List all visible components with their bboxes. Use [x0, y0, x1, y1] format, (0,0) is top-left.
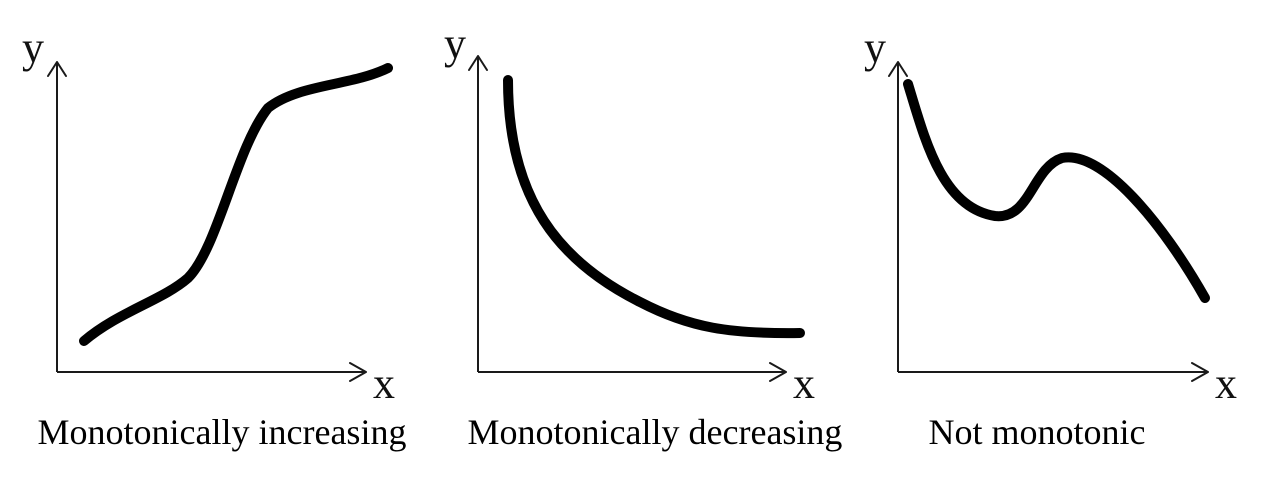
x-axis-arrow-icon	[1191, 362, 1209, 382]
x-axis-arrow-icon	[769, 362, 787, 382]
caption-not-monotonic: Not monotonic	[929, 412, 1146, 452]
y-axis-arrow-icon	[888, 61, 908, 77]
caption-increasing: Monotonically increasing	[38, 412, 407, 452]
decreasing-curve	[503, 75, 805, 339]
y-axis-label: y	[22, 23, 44, 72]
y-axis-label: y	[444, 19, 466, 68]
x-axis-label: x	[793, 359, 815, 408]
x-axis-arrow-icon	[349, 362, 367, 382]
y-axis-arrow-icon	[47, 61, 67, 77]
panel-not-monotonic: y x Not monotonic	[864, 23, 1237, 452]
x-axis-label: x	[373, 359, 395, 408]
increasing-curve	[79, 63, 393, 346]
not-monotonic-curve	[903, 79, 1210, 303]
y-axis-arrow-icon	[468, 55, 488, 71]
x-axis-label: x	[1215, 359, 1237, 408]
panel-decreasing: y x Monotonically decreasing	[444, 19, 842, 452]
y-axis-label: y	[864, 23, 886, 72]
caption-decreasing: Monotonically decreasing	[468, 412, 843, 452]
panel-increasing: y x Monotonically increasing	[22, 23, 406, 452]
